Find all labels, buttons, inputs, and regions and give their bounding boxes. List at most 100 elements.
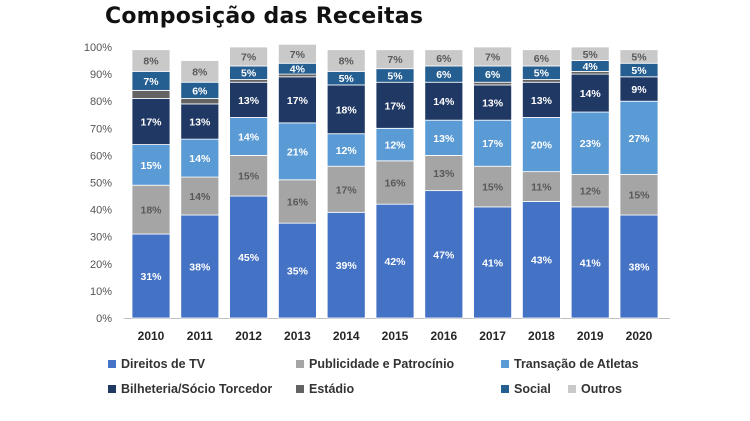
data-label: 7% [485, 51, 501, 63]
bar-segment [180, 98, 220, 105]
data-label: 13% [531, 95, 553, 107]
legend-item: Publicidade e Patrocínio [296, 357, 454, 371]
data-label: 14% [238, 131, 260, 143]
legend-item: Transação de Atletas [501, 357, 639, 371]
bar-segment [522, 201, 561, 319]
legend-swatch [296, 385, 304, 393]
data-label: 8% [143, 56, 159, 68]
data-label: 13% [189, 117, 211, 129]
bar-segment [473, 84, 513, 121]
bar-segment [375, 127, 415, 162]
data-label: 4% [583, 61, 599, 73]
data-label: 14% [189, 191, 211, 203]
x-tick-label: 2012 [235, 329, 262, 343]
data-label: 13% [433, 133, 455, 145]
bar-segment [522, 117, 561, 173]
bar-segment [326, 49, 366, 72]
bar-segment [375, 81, 415, 129]
bar-segment [473, 206, 513, 319]
data-label: 17% [336, 184, 358, 196]
data-label: 17% [287, 95, 309, 107]
data-label: 41% [580, 257, 602, 269]
y-tick-label: 10% [90, 286, 112, 298]
data-label: 5% [631, 65, 647, 77]
data-label: 41% [482, 257, 504, 269]
data-label: 6% [534, 53, 550, 65]
data-label: 35% [287, 266, 309, 278]
data-label: 45% [238, 252, 260, 264]
data-label: 4% [290, 64, 306, 76]
data-label: 15% [140, 160, 162, 172]
legend-swatch [296, 360, 304, 368]
data-label: 12% [336, 145, 358, 157]
data-label: 14% [580, 88, 602, 100]
bar-segment [277, 179, 317, 224]
data-label: 14% [189, 153, 211, 165]
bar-segment [619, 173, 659, 216]
bar-segment [180, 176, 220, 216]
data-label: 5% [241, 68, 257, 80]
bar-segment [570, 206, 610, 319]
data-label: 15% [628, 190, 650, 202]
bar-segment [180, 138, 220, 178]
bar-segment [522, 171, 561, 202]
data-label: 23% [580, 138, 602, 150]
bar-segment [473, 165, 513, 208]
legend-swatch [501, 385, 509, 393]
legend-item: Estádio [296, 382, 354, 396]
bar-segment [375, 203, 415, 319]
data-label: 13% [482, 98, 504, 110]
y-tick-label: 20% [90, 259, 112, 271]
data-label: 5% [339, 73, 355, 85]
data-label: 13% [238, 95, 260, 107]
legend-swatch [108, 385, 116, 393]
data-label: 12% [384, 140, 406, 152]
data-label: 14% [433, 96, 455, 108]
legend-swatch [108, 360, 116, 368]
data-label: 39% [336, 260, 358, 272]
bar-segment [375, 160, 415, 205]
bar-segment [619, 49, 659, 64]
bar-segment [131, 89, 171, 99]
data-label: 7% [387, 54, 403, 66]
data-label: 7% [290, 49, 306, 61]
data-label: 9% [631, 84, 647, 96]
bar-segment [180, 60, 220, 83]
bar-segment [473, 46, 513, 67]
data-label: 18% [336, 104, 358, 116]
x-tick-label: 2019 [577, 329, 604, 343]
data-label: 20% [531, 140, 553, 152]
bar-segment [277, 222, 317, 319]
y-tick-label: 70% [90, 123, 112, 135]
bar-segment [229, 81, 269, 118]
data-label: 16% [287, 196, 309, 208]
legend-label: Publicidade e Patrocínio [309, 357, 455, 371]
bar-segment [326, 211, 366, 319]
data-label: 7% [241, 51, 257, 63]
data-label: 21% [287, 146, 309, 158]
bar-segment [424, 119, 464, 156]
legend-label: Outros [581, 382, 622, 396]
y-tick-label: 90% [90, 69, 112, 81]
data-label: 38% [628, 262, 650, 274]
data-label: 6% [436, 69, 452, 81]
y-tick-label: 30% [90, 232, 112, 244]
bar-segment [570, 173, 610, 208]
legend-label: Estádio [309, 382, 355, 396]
bar-segment [473, 81, 513, 86]
bar-segment [326, 84, 366, 135]
bar-segment [277, 76, 317, 124]
bar-segment [522, 79, 561, 83]
bar-segment [570, 111, 610, 175]
legend-label: Transação de Atletas [514, 357, 639, 371]
legend-label: Social [514, 382, 551, 396]
data-label: 5% [534, 68, 550, 80]
x-tick-label: 2010 [138, 329, 165, 343]
x-tick-label: 2016 [430, 329, 457, 343]
data-label: 15% [238, 171, 260, 183]
legend-label: Direitos de TV [121, 357, 206, 371]
data-label: 47% [433, 249, 455, 261]
bar-segment [180, 214, 220, 319]
y-tick-label: 50% [90, 178, 112, 190]
